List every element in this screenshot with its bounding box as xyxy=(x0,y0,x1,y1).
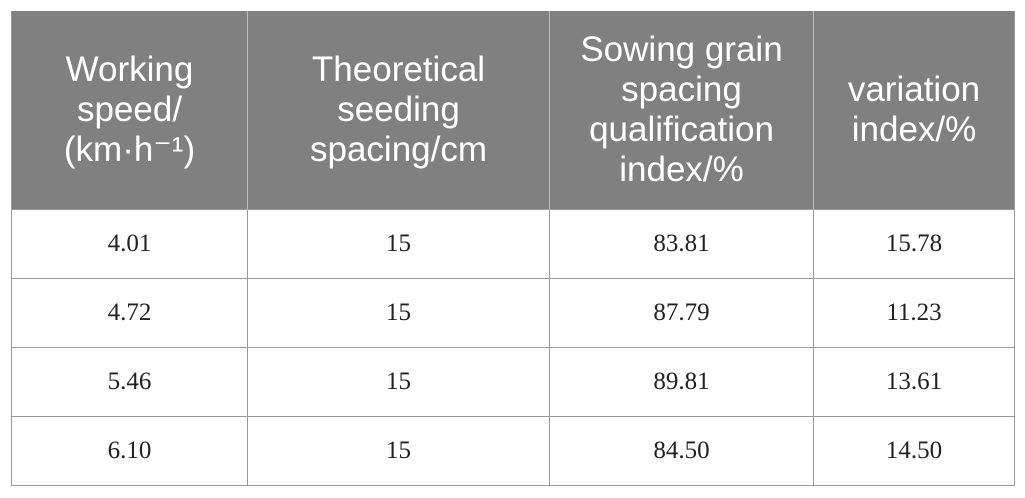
header-line: Working xyxy=(65,49,194,89)
header-row: Working speed/ (km·h⁻¹) Theoretical seed… xyxy=(11,11,1015,209)
cell-theoretical-spacing: 15 xyxy=(247,346,550,417)
header-line: (km·h⁻¹) xyxy=(63,129,196,169)
cell-working-speed: 6.10 xyxy=(11,415,248,486)
header-sowing-grain-spacing-qualification-index: Sowing grain spacing qualification index… xyxy=(549,11,814,209)
cell-qualification-index: 84.50 xyxy=(549,415,814,486)
table-row: 6.10 15 84.50 14.50 xyxy=(11,415,1015,486)
header-line: index/% xyxy=(619,149,744,189)
cell-qualification-index: 89.81 xyxy=(549,346,814,417)
header-line: qualification xyxy=(589,109,774,149)
header-line: variation xyxy=(847,69,981,109)
cell-theoretical-spacing: 15 xyxy=(247,208,550,279)
header-line: Theoretical xyxy=(311,49,486,89)
table-body: 4.01 15 83.81 15.78 4.72 15 87.79 11.23 … xyxy=(11,208,1015,486)
cell-working-speed: 5.46 xyxy=(11,346,248,417)
header-theoretical-seeding-spacing: Theoretical seeding spacing/cm xyxy=(247,11,550,209)
cell-variation-index: 13.61 xyxy=(813,346,1015,417)
data-table-container: Working speed/ (km·h⁻¹) Theoretical seed… xyxy=(11,11,1015,487)
table-row: 4.01 15 83.81 15.78 xyxy=(11,208,1015,279)
table-header: Working speed/ (km·h⁻¹) Theoretical seed… xyxy=(11,11,1015,209)
cell-theoretical-spacing: 15 xyxy=(247,415,550,486)
data-table: Working speed/ (km·h⁻¹) Theoretical seed… xyxy=(11,11,1015,486)
header-working-speed: Working speed/ (km·h⁻¹) xyxy=(11,11,248,209)
header-variation-index: variation index/% xyxy=(813,11,1015,209)
cell-working-speed: 4.01 xyxy=(11,208,248,279)
cell-qualification-index: 83.81 xyxy=(549,208,814,279)
header-line: spacing/cm xyxy=(309,129,488,169)
cell-variation-index: 11.23 xyxy=(813,277,1015,348)
cell-theoretical-spacing: 15 xyxy=(247,277,550,348)
table-row: 4.72 15 87.79 11.23 xyxy=(11,277,1015,348)
header-line: speed/ xyxy=(76,89,183,129)
header-line: index/% xyxy=(851,109,977,149)
cell-variation-index: 15.78 xyxy=(813,208,1015,279)
table-row: 5.46 15 89.81 13.61 xyxy=(11,346,1015,417)
cell-working-speed: 4.72 xyxy=(11,277,248,348)
header-line: spacing xyxy=(621,69,742,109)
header-line: seeding xyxy=(337,89,460,129)
header-line: Sowing grain xyxy=(580,29,783,69)
cell-variation-index: 14.50 xyxy=(813,415,1015,486)
cell-qualification-index: 87.79 xyxy=(549,277,814,348)
